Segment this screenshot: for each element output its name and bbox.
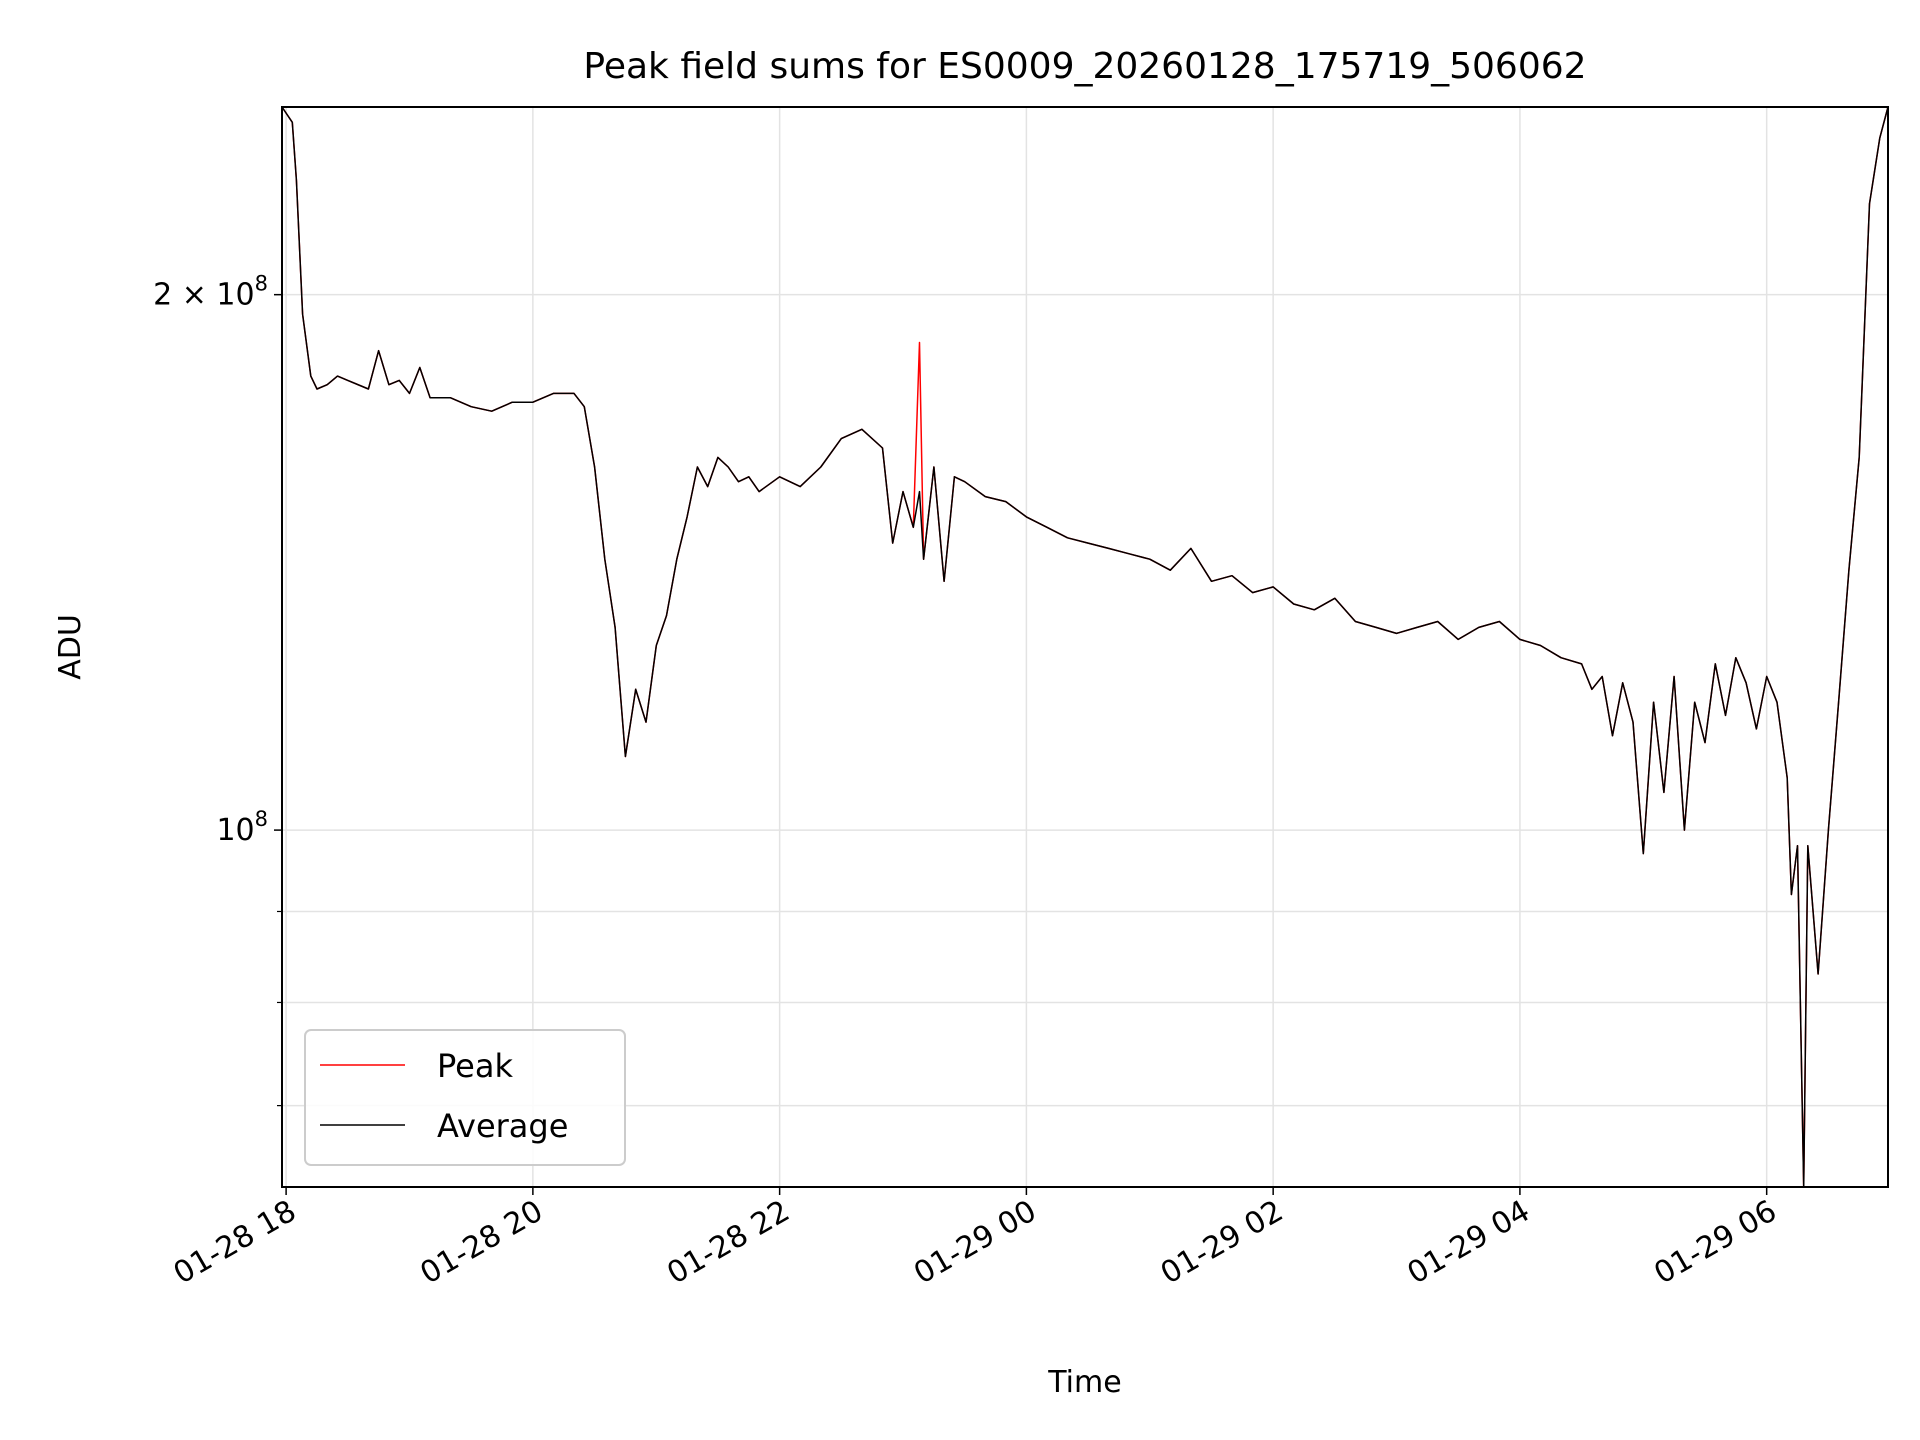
legend-label-peak: Peak bbox=[437, 1047, 513, 1085]
y-tick-label: 2 × 108 bbox=[153, 272, 268, 313]
legend-box bbox=[304, 1029, 626, 1166]
chart-title: Peak field sums for ES0009_20260128_1757… bbox=[583, 46, 1586, 87]
plot-frame bbox=[281, 106, 1889, 1188]
legend-label-average: Average bbox=[437, 1107, 568, 1145]
series-line-average bbox=[281, 106, 1889, 1188]
grid bbox=[282, 107, 1888, 1187]
y-tick-label: 108 bbox=[216, 807, 268, 848]
legend: Peak Average bbox=[304, 1029, 626, 1166]
x-axis-label: Time bbox=[1047, 1365, 1121, 1400]
plot-series bbox=[281, 106, 1889, 1188]
y-axis: 2 × 108 108 bbox=[153, 272, 282, 1107]
y-axis-label: ADU bbox=[53, 614, 88, 680]
